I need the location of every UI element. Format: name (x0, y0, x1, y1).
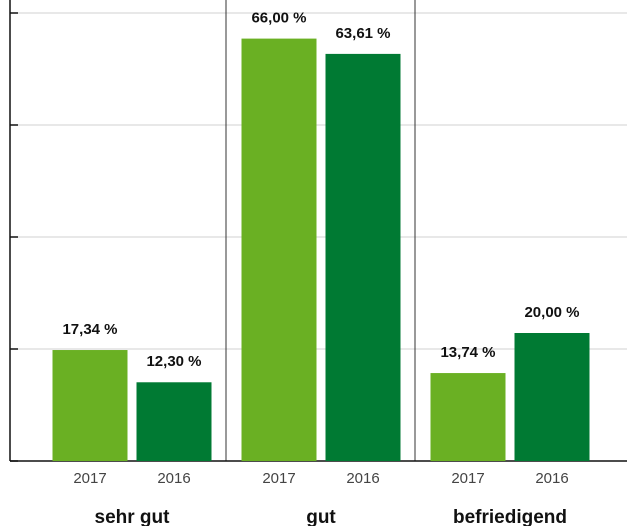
value-label: 12,30 % (146, 353, 201, 370)
value-label: 17,34 % (62, 321, 117, 338)
value-label: 20,00 % (524, 304, 579, 321)
series-label: 2016 (535, 470, 568, 487)
bar (514, 333, 590, 461)
value-label: 66,00 % (251, 10, 306, 27)
bar (325, 53, 401, 462)
series-label: 2017 (451, 470, 484, 487)
series-label: 2017 (73, 470, 106, 487)
value-label: 13,74 % (440, 344, 495, 361)
bar (136, 382, 212, 461)
category-label: befriedigend (453, 507, 567, 526)
bar (241, 38, 317, 461)
category-label: gut (306, 507, 336, 526)
bar (430, 373, 506, 461)
series-label: 2016 (346, 470, 379, 487)
series-label: 2016 (157, 470, 190, 487)
category-label: sehr gut (95, 507, 171, 526)
series-label: 2017 (262, 470, 295, 487)
bar (52, 350, 128, 461)
value-label: 63,61 % (335, 25, 390, 42)
